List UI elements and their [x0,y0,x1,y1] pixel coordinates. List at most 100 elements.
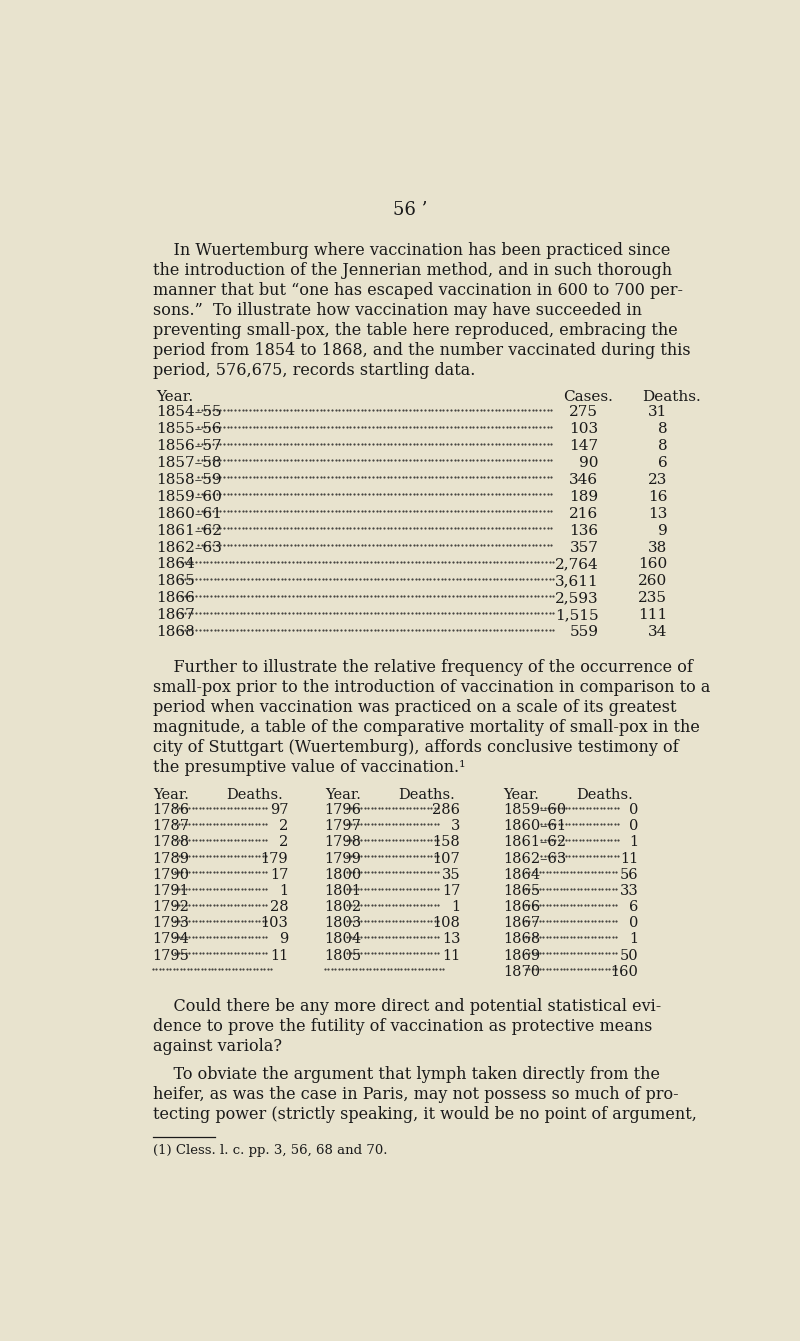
Text: 1865: 1865 [503,884,540,898]
Text: 11: 11 [620,852,638,865]
Text: 1855–56: 1855–56 [157,422,222,436]
Text: 147: 147 [570,439,598,453]
Text: Deaths.: Deaths. [577,789,634,802]
Text: period when vaccination was practiced on a scale of its greatest: period when vaccination was practiced on… [153,699,676,716]
Text: 2,764: 2,764 [554,558,598,571]
Text: Deaths.: Deaths. [398,789,455,802]
Text: 1868: 1868 [157,625,195,640]
Text: 1795: 1795 [153,948,190,963]
Text: 1860–61: 1860–61 [157,507,222,520]
Text: 90: 90 [579,456,598,469]
Text: 97: 97 [270,803,288,817]
Text: 1857–58: 1857–58 [157,456,222,469]
Text: 1802: 1802 [325,900,362,915]
Text: 160: 160 [610,964,638,979]
Text: 1866: 1866 [157,591,195,605]
Text: 17: 17 [442,884,460,898]
Text: 1862–63: 1862–63 [157,540,222,555]
Text: 1854–55: 1854–55 [157,405,222,418]
Text: 1805: 1805 [325,948,362,963]
Text: 1804: 1804 [325,932,362,947]
Text: 275: 275 [570,405,598,418]
Text: 1868: 1868 [503,932,540,947]
Text: 1862–63: 1862–63 [503,852,566,865]
Text: 1859–60: 1859–60 [157,489,222,504]
Text: 189: 189 [570,489,598,504]
Text: 1792: 1792 [153,900,190,915]
Text: 38: 38 [648,540,667,555]
Text: 286: 286 [432,803,460,817]
Text: 1859–60: 1859–60 [503,803,566,817]
Text: period from 1854 to 1868, and the number vaccinated during this: period from 1854 to 1868, and the number… [153,342,690,359]
Text: 1786: 1786 [153,803,190,817]
Text: 13: 13 [648,507,667,520]
Text: 1869: 1869 [503,948,540,963]
Text: 13: 13 [442,932,460,947]
Text: Could there be any more direct and potential statistical evi-: Could there be any more direct and poten… [153,998,661,1015]
Text: 1790: 1790 [153,868,190,882]
Text: 35: 35 [442,868,460,882]
Text: 50: 50 [620,948,638,963]
Text: 559: 559 [570,625,598,640]
Text: 108: 108 [433,916,460,931]
Text: 1800: 1800 [325,868,362,882]
Text: Year.: Year. [153,789,189,802]
Text: 28: 28 [270,900,288,915]
Text: 1861–62: 1861–62 [157,523,222,538]
Text: To obviate the argument that lymph taken directly from the: To obviate the argument that lymph taken… [153,1066,660,1082]
Text: 0: 0 [630,803,638,817]
Text: 1,515: 1,515 [554,609,598,622]
Text: preventing small-pox, the table here reproduced, embracing the: preventing small-pox, the table here rep… [153,322,678,339]
Text: 1803: 1803 [325,916,362,931]
Text: 8: 8 [658,422,667,436]
Text: dence to prove the futility of vaccination as protective means: dence to prove the futility of vaccinati… [153,1018,652,1035]
Text: 235: 235 [638,591,667,605]
Text: 2,593: 2,593 [554,591,598,605]
Text: 1856–57: 1856–57 [157,439,222,453]
Text: manner that but “one has escaped vaccination in 600 to 700 per-: manner that but “one has escaped vaccina… [153,282,682,299]
Text: 1791: 1791 [153,884,190,898]
Text: 11: 11 [270,948,288,963]
Text: 1867: 1867 [503,916,540,931]
Text: magnitude, a table of the comparative mortality of small-pox in the: magnitude, a table of the comparative mo… [153,719,699,736]
Text: 1864: 1864 [157,558,195,571]
Text: 179: 179 [261,852,288,865]
Text: 2: 2 [279,835,288,849]
Text: 33: 33 [620,884,638,898]
Text: Year.: Year. [503,789,539,802]
Text: 1798: 1798 [325,835,362,849]
Text: 1867: 1867 [157,609,195,622]
Text: 111: 111 [638,609,667,622]
Text: 1793: 1793 [153,916,190,931]
Text: 2: 2 [279,819,288,833]
Text: against variola?: against variola? [153,1038,282,1055]
Text: 6: 6 [630,900,638,915]
Text: 31: 31 [648,405,667,418]
Text: 1: 1 [451,900,460,915]
Text: 3,611: 3,611 [554,574,598,589]
Text: 1799: 1799 [325,852,362,865]
Text: 1788: 1788 [153,835,190,849]
Text: 107: 107 [433,852,460,865]
Text: 260: 260 [638,574,667,589]
Text: 1860–61: 1860–61 [503,819,566,833]
Text: 1796: 1796 [325,803,362,817]
Text: 160: 160 [638,558,667,571]
Text: the presumptive value of vaccination.¹: the presumptive value of vaccination.¹ [153,759,466,776]
Text: 1789: 1789 [153,852,190,865]
Text: 23: 23 [648,473,667,487]
Text: 136: 136 [570,523,598,538]
Text: 11: 11 [442,948,460,963]
Text: city of Stuttgart (Wuertemburg), affords conclusive testimony of: city of Stuttgart (Wuertemburg), affords… [153,739,678,756]
Text: sons.”  To illustrate how vaccination may have succeeded in: sons.” To illustrate how vaccination may… [153,302,642,319]
Text: tecting power (strictly speaking, it would be no point of argument,: tecting power (strictly speaking, it wou… [153,1106,697,1122]
Text: 1: 1 [630,835,638,849]
Text: 1797: 1797 [325,819,362,833]
Text: the introduction of the Jennerian method, and in such thorough: the introduction of the Jennerian method… [153,261,672,279]
Text: 9: 9 [279,932,288,947]
Text: In Wuertemburg where vaccination has been practiced since: In Wuertemburg where vaccination has bee… [153,241,670,259]
Text: 17: 17 [270,868,288,882]
Text: (1) Cless. l. c. pp. 3, 56, 68 and 70.: (1) Cless. l. c. pp. 3, 56, 68 and 70. [153,1144,387,1157]
Text: 1: 1 [630,932,638,947]
Text: 3: 3 [451,819,460,833]
